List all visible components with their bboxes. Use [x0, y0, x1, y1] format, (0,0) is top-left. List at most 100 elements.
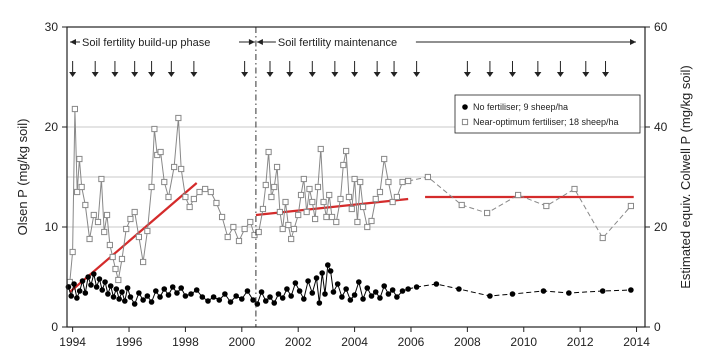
legend-marker-unfertilised [462, 104, 468, 110]
data-point [515, 191, 522, 199]
data-point [178, 165, 185, 173]
data-point [140, 258, 147, 266]
data-point [359, 203, 367, 211]
data-point [326, 191, 333, 199]
fertiliser-event-head [111, 72, 119, 77]
data-point [186, 203, 193, 211]
data-point [271, 300, 278, 306]
data-point [364, 285, 371, 291]
data-point [273, 163, 281, 171]
data-point [190, 195, 197, 203]
fertiliser-event-head [390, 72, 398, 77]
data-point [333, 218, 340, 226]
data-point [255, 228, 262, 236]
data-point [265, 148, 272, 156]
data-point [288, 293, 294, 299]
fertiliser-event-head [602, 72, 610, 77]
data-point [193, 287, 200, 293]
data-point [235, 237, 243, 245]
buildup-phase-label: Soil fertility build-up phase [82, 37, 210, 49]
data-point [239, 296, 245, 302]
data-point [182, 293, 189, 299]
data-point [82, 290, 89, 296]
data-point [309, 290, 316, 296]
data-point [357, 178, 364, 186]
data-point [284, 286, 290, 292]
fertiliser-event-head [534, 72, 542, 77]
fertiliser-event-head [308, 72, 316, 77]
x-tick-label: 2014 [623, 335, 650, 349]
data-point [360, 296, 366, 302]
x-tick-label: 2006 [398, 335, 425, 349]
data-point [327, 268, 334, 274]
legend-entry-fertilised: Near-optimum fertiliser; 18 sheep/ha [473, 117, 619, 127]
data-point [393, 193, 400, 201]
data-point [79, 278, 86, 284]
fertiliser-events [69, 61, 610, 77]
data-point [389, 287, 396, 293]
data-point [316, 300, 323, 306]
fertiliser-event-head [463, 72, 471, 77]
fertiliser-event-head [351, 72, 359, 77]
data-point [93, 284, 100, 290]
data-point [394, 294, 400, 300]
data-point [99, 287, 106, 293]
x-tick-label: 2000 [228, 335, 255, 349]
maintenance-phase-label: Soil fertility maintenance [278, 37, 397, 49]
data-point [148, 299, 155, 305]
y-axis-left: 0 10 20 30 [45, 20, 67, 334]
data-point [347, 297, 354, 303]
data-point [317, 145, 324, 153]
y-tick-label: 30 [45, 20, 59, 34]
data-point [314, 183, 322, 191]
data-point [71, 105, 78, 113]
data-point [297, 191, 305, 199]
data-point [356, 279, 362, 285]
data-point [628, 287, 634, 293]
data-point [199, 294, 206, 300]
data-point [306, 185, 313, 193]
data-point [381, 155, 388, 163]
x-tick-label: 2002 [285, 335, 312, 349]
data-point [118, 255, 126, 263]
fertiliser-event-head [486, 72, 494, 77]
trend-line [69, 182, 198, 293]
data-point [115, 276, 122, 284]
data-point [178, 285, 184, 291]
data-point [296, 288, 303, 294]
data-point [543, 202, 550, 210]
data-point [433, 281, 440, 287]
fertiliser-event-head [373, 72, 381, 77]
y-axis-right: 0 20 40 60 [645, 20, 668, 334]
data-point [119, 289, 125, 295]
maint-arrow-left-head [256, 39, 263, 45]
data-point [328, 213, 336, 221]
data-point [76, 155, 83, 163]
series-line-dashed [408, 176, 632, 239]
data-point [131, 301, 138, 307]
data-point [254, 301, 261, 307]
data-point [279, 225, 286, 233]
data-point [275, 291, 282, 297]
data-point [112, 265, 119, 273]
data-point [153, 288, 159, 294]
y2-tick-label: 60 [654, 20, 668, 34]
data-point [566, 290, 572, 296]
data-point [109, 253, 116, 261]
legend-box [454, 94, 641, 134]
fertiliser-event-head [582, 72, 590, 77]
data-point [399, 178, 406, 186]
data-point [484, 209, 491, 217]
data-point [285, 221, 292, 229]
data-point [241, 225, 248, 233]
data-point [188, 291, 194, 297]
data-point [325, 262, 331, 268]
data-point [127, 215, 134, 223]
data-point [322, 291, 328, 297]
data-point [74, 188, 81, 196]
data-point [259, 205, 267, 213]
x-tick-label: 1994 [59, 335, 86, 349]
data-point [540, 288, 547, 294]
data-point [424, 173, 431, 181]
data-point [102, 279, 108, 285]
